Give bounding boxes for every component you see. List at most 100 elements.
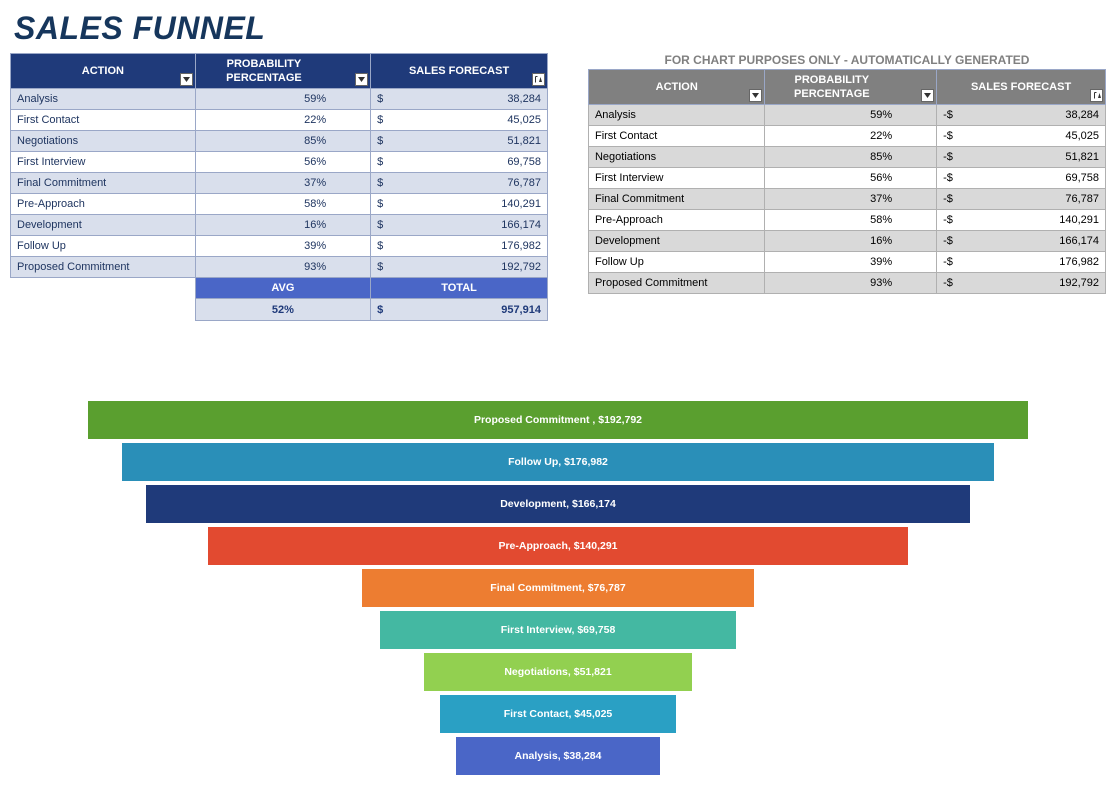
funnel-bar[interactable]: Follow Up, $176,982 bbox=[122, 443, 994, 481]
cell-forecast[interactable]: $166,174 bbox=[371, 215, 548, 236]
cell-prob[interactable]: 16% bbox=[195, 215, 370, 236]
funnel-bar[interactable]: First Contact, $45,025 bbox=[440, 695, 676, 733]
cell-action[interactable]: Negotiations bbox=[588, 147, 765, 168]
table-row[interactable]: Final Commitment37%-$76,787 bbox=[588, 189, 1105, 210]
chart-header-forecast[interactable]: SALES FORECAST bbox=[937, 70, 1106, 105]
cell-forecast[interactable]: -$192,792 bbox=[937, 273, 1106, 294]
filter-dropdown-icon[interactable] bbox=[355, 73, 368, 86]
table-row[interactable]: Analysis59%$38,284 bbox=[11, 89, 548, 110]
cell-action[interactable]: Follow Up bbox=[588, 252, 765, 273]
cell-forecast[interactable]: $69,758 bbox=[371, 152, 548, 173]
cell-prob[interactable]: 59% bbox=[765, 105, 937, 126]
cell-action[interactable]: Negotiations bbox=[11, 131, 196, 152]
table-row[interactable]: First Interview56%$69,758 bbox=[11, 152, 548, 173]
sort-asc-icon[interactable] bbox=[1090, 89, 1103, 102]
table-row[interactable]: First Interview56%-$69,758 bbox=[588, 168, 1105, 189]
cell-forecast[interactable]: $51,821 bbox=[371, 131, 548, 152]
cell-forecast[interactable]: $176,982 bbox=[371, 236, 548, 257]
currency-symbol: $ bbox=[377, 260, 383, 274]
tables-row: ACTION PROBABILITY PERCENTAGE SALES FORE… bbox=[10, 53, 1106, 321]
cell-forecast[interactable]: -$166,174 bbox=[937, 231, 1106, 252]
funnel-bar[interactable]: Negotiations, $51,821 bbox=[424, 653, 692, 691]
forecast-amount: 51,821 bbox=[1065, 150, 1099, 164]
cell-forecast[interactable]: -$45,025 bbox=[937, 126, 1106, 147]
cell-prob[interactable]: 85% bbox=[765, 147, 937, 168]
currency-symbol: $ bbox=[377, 134, 383, 148]
cell-prob[interactable]: 37% bbox=[195, 173, 370, 194]
filter-dropdown-icon[interactable] bbox=[921, 89, 934, 102]
table-row[interactable]: Negotiations85%$51,821 bbox=[11, 131, 548, 152]
table-row[interactable]: Proposed Commitment93%$192,792 bbox=[11, 257, 548, 278]
cell-forecast[interactable]: -$76,787 bbox=[937, 189, 1106, 210]
cell-prob[interactable]: 16% bbox=[765, 231, 937, 252]
cell-forecast[interactable]: $45,025 bbox=[371, 110, 548, 131]
cell-action[interactable]: Follow Up bbox=[11, 236, 196, 257]
filter-dropdown-icon[interactable] bbox=[180, 73, 193, 86]
main-header-forecast[interactable]: SALES FORECAST bbox=[371, 54, 548, 89]
cell-forecast[interactable]: $38,284 bbox=[371, 89, 548, 110]
table-row[interactable]: Negotiations85%-$51,821 bbox=[588, 147, 1105, 168]
cell-prob[interactable]: 56% bbox=[195, 152, 370, 173]
cell-forecast[interactable]: -$51,821 bbox=[937, 147, 1106, 168]
cell-action[interactable]: Proposed Commitment bbox=[11, 257, 196, 278]
table-row[interactable]: Pre-Approach58%-$140,291 bbox=[588, 210, 1105, 231]
cell-action[interactable]: Proposed Commitment bbox=[588, 273, 765, 294]
cell-prob[interactable]: 39% bbox=[195, 236, 370, 257]
cell-action[interactable]: Pre-Approach bbox=[11, 194, 196, 215]
funnel-bar[interactable]: Development, $166,174 bbox=[146, 485, 970, 523]
funnel-bar-label: Follow Up, $176,982 bbox=[508, 456, 608, 468]
cell-action[interactable]: Development bbox=[588, 231, 765, 252]
table-row[interactable]: Follow Up39%-$176,982 bbox=[588, 252, 1105, 273]
cell-forecast[interactable]: -$69,758 bbox=[937, 168, 1106, 189]
cell-action[interactable]: Pre-Approach bbox=[588, 210, 765, 231]
cell-forecast[interactable]: $192,792 bbox=[371, 257, 548, 278]
funnel-bar[interactable]: Pre-Approach, $140,291 bbox=[208, 527, 908, 565]
cell-action[interactable]: Final Commitment bbox=[11, 173, 196, 194]
chart-header-action[interactable]: ACTION bbox=[588, 70, 765, 105]
funnel-bar[interactable]: Analysis, $38,284 bbox=[456, 737, 660, 775]
chart-header-prob[interactable]: PROBABILITY PERCENTAGE bbox=[765, 70, 937, 105]
table-row[interactable]: Development16%$166,174 bbox=[11, 215, 548, 236]
table-row[interactable]: First Contact22%$45,025 bbox=[11, 110, 548, 131]
cell-prob[interactable]: 93% bbox=[195, 257, 370, 278]
funnel-bar[interactable]: Proposed Commitment , $192,792 bbox=[88, 401, 1028, 439]
forecast-amount: 192,792 bbox=[1059, 276, 1099, 290]
funnel-bar[interactable]: Final Commitment, $76,787 bbox=[362, 569, 754, 607]
table-row[interactable]: Pre-Approach58%$140,291 bbox=[11, 194, 548, 215]
cell-forecast[interactable]: $76,787 bbox=[371, 173, 548, 194]
cell-prob[interactable]: 39% bbox=[765, 252, 937, 273]
main-header-prob[interactable]: PROBABILITY PERCENTAGE bbox=[195, 54, 370, 89]
cell-forecast[interactable]: -$38,284 bbox=[937, 105, 1106, 126]
cell-action[interactable]: Analysis bbox=[588, 105, 765, 126]
cell-prob[interactable]: 22% bbox=[765, 126, 937, 147]
cell-prob[interactable]: 56% bbox=[765, 168, 937, 189]
cell-forecast[interactable]: -$140,291 bbox=[937, 210, 1106, 231]
cell-action[interactable]: Final Commitment bbox=[588, 189, 765, 210]
cell-prob[interactable]: 93% bbox=[765, 273, 937, 294]
cell-action[interactable]: Analysis bbox=[11, 89, 196, 110]
table-row[interactable]: Analysis59%-$38,284 bbox=[588, 105, 1105, 126]
cell-action[interactable]: First Interview bbox=[11, 152, 196, 173]
cell-prob[interactable]: 37% bbox=[765, 189, 937, 210]
cell-forecast[interactable]: -$176,982 bbox=[937, 252, 1106, 273]
cell-action[interactable]: First Interview bbox=[588, 168, 765, 189]
main-header-action[interactable]: ACTION bbox=[11, 54, 196, 89]
table-row[interactable]: Final Commitment37%$76,787 bbox=[11, 173, 548, 194]
cell-prob[interactable]: 85% bbox=[195, 131, 370, 152]
funnel-bar[interactable]: First Interview, $69,758 bbox=[380, 611, 736, 649]
cell-prob[interactable]: 58% bbox=[195, 194, 370, 215]
cell-action[interactable]: First Contact bbox=[588, 126, 765, 147]
filter-dropdown-icon[interactable] bbox=[749, 89, 762, 102]
table-row[interactable]: First Contact22%-$45,025 bbox=[588, 126, 1105, 147]
cell-prob[interactable]: 22% bbox=[195, 110, 370, 131]
cell-prob[interactable]: 59% bbox=[195, 89, 370, 110]
sort-asc-icon[interactable] bbox=[532, 73, 545, 86]
table-row[interactable]: Proposed Commitment93%-$192,792 bbox=[588, 273, 1105, 294]
cell-prob[interactable]: 58% bbox=[765, 210, 937, 231]
cell-action[interactable]: Development bbox=[11, 215, 196, 236]
forecast-amount: 69,758 bbox=[507, 155, 541, 169]
table-row[interactable]: Development16%-$166,174 bbox=[588, 231, 1105, 252]
cell-action[interactable]: First Contact bbox=[11, 110, 196, 131]
cell-forecast[interactable]: $140,291 bbox=[371, 194, 548, 215]
table-row[interactable]: Follow Up39%$176,982 bbox=[11, 236, 548, 257]
